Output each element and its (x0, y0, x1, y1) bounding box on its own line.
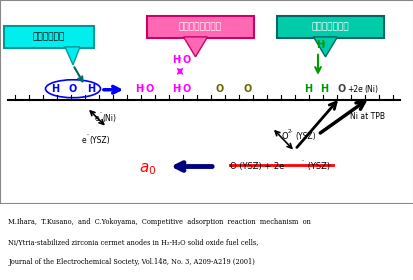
Text: O: O (146, 84, 154, 94)
Text: O: O (183, 55, 191, 65)
Text: H: H (303, 84, 311, 94)
Text: O: O (281, 132, 288, 141)
Text: H: H (87, 84, 95, 94)
Text: (Ni): (Ni) (363, 85, 377, 94)
Polygon shape (65, 47, 80, 65)
Text: (Ni): (Ni) (102, 114, 116, 123)
Text: -: - (360, 86, 362, 91)
Text: (YSZ): (YSZ) (89, 136, 109, 144)
Text: H: H (135, 84, 143, 94)
Text: Journal of the Electrochemical Society, Vol.148, No. 3, A209-A219 (2001): Journal of the Electrochemical Society, … (8, 258, 254, 266)
Text: H: H (51, 84, 59, 94)
Text: 2: 2 (321, 42, 325, 47)
Text: 水蒸気の吸着平衡: 水蒸気の吸着平衡 (178, 22, 221, 31)
Text: e: e (95, 114, 100, 123)
Text: H: H (315, 40, 323, 50)
Text: -: - (87, 133, 89, 137)
FancyBboxPatch shape (276, 16, 383, 38)
Text: Ni/Ytria-stabilized zirconia cermet anodes in H₂-H₂O solid oxide fuel cells,: Ni/Ytria-stabilized zirconia cermet anod… (8, 239, 258, 247)
Polygon shape (313, 37, 337, 57)
Text: 2: 2 (178, 57, 182, 62)
Text: 水蒸気の生成: 水蒸気の生成 (33, 32, 65, 41)
Text: 水素の吸着平衡: 水素の吸着平衡 (311, 22, 349, 31)
Text: 2-: 2- (287, 129, 293, 134)
Text: -: - (301, 158, 303, 164)
Text: H: H (171, 84, 180, 94)
Text: 2: 2 (141, 86, 145, 91)
Text: M.Ihara,  T.Kusano,  and  C.Yokoyama,  Competitive  adsorption  reaction  mechan: M.Ihara, T.Kusano, and C.Yokoyama, Compe… (8, 218, 310, 226)
Text: Ni at TPB: Ni at TPB (349, 112, 384, 121)
Text: (YSZ): (YSZ) (294, 132, 315, 141)
Text: +2e: +2e (346, 85, 362, 94)
Text: -: - (100, 111, 102, 116)
Text: 2: 2 (178, 86, 182, 91)
Text: H: H (319, 84, 327, 94)
Text: O: O (69, 84, 77, 94)
Text: O: O (183, 84, 191, 94)
Text: $a_0$: $a_0$ (139, 162, 157, 177)
Text: O: O (215, 84, 223, 94)
Text: e: e (82, 136, 86, 144)
FancyBboxPatch shape (4, 26, 94, 48)
Text: O: O (243, 84, 252, 94)
Text: O (YSZ) + 2e: O (YSZ) + 2e (230, 162, 284, 171)
Text: (YSZ): (YSZ) (304, 162, 329, 171)
FancyBboxPatch shape (147, 16, 254, 38)
Text: H: H (171, 55, 180, 65)
Polygon shape (183, 37, 207, 57)
Text: O: O (337, 84, 345, 94)
